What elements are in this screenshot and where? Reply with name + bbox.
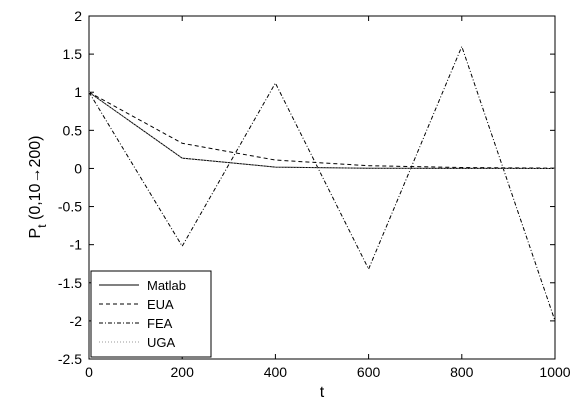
- legend-label-eua: EUA: [147, 297, 174, 312]
- series-line-fea: [88, 45, 556, 322]
- y-tick-label: -1.5: [58, 275, 82, 291]
- legend-label-matlab: Matlab: [147, 278, 186, 293]
- x-axis-label: t: [320, 384, 325, 400]
- y-tick-label: 0: [74, 160, 82, 176]
- x-tick-label: 800: [450, 364, 474, 380]
- legend-label-fea: FEA: [147, 316, 173, 331]
- y-tick-label: 1.5: [63, 46, 83, 62]
- x-tick-label: 0: [85, 364, 93, 380]
- series-line-matlab: [88, 91, 556, 169]
- y-tick-label: -2: [70, 313, 83, 329]
- x-tick-label: 200: [171, 364, 195, 380]
- series-line-eua: [88, 91, 556, 169]
- legend-label-uga: UGA: [147, 335, 176, 350]
- y-axis-label-main: P: [27, 228, 44, 239]
- y-tick-label: 1: [74, 84, 82, 100]
- x-tick-label: 400: [264, 364, 288, 380]
- legend: Matlab EUA FEA UGA: [90, 270, 212, 358]
- axis-ticks: 0 200 400 600 800 1000 -2.5 -2 -1.5 -1 -0.5 0 0.5 1 1.…: [58, 8, 571, 380]
- y-tick-label: 2: [74, 8, 82, 24]
- y-axis-label-sub: t: [35, 224, 49, 228]
- x-tick-label: 600: [357, 364, 381, 380]
- y-axis-label: Pt (0,10→200): [27, 136, 49, 239]
- y-tick-label: -2.5: [58, 351, 82, 367]
- y-axis-label-tail: (0,10→200): [27, 136, 44, 225]
- y-tick-label: 0.5: [63, 122, 83, 138]
- y-tick-label: -0.5: [58, 199, 82, 215]
- x-tick-label: 1000: [539, 364, 570, 380]
- series-lines: [88, 45, 556, 322]
- y-tick-label: -1: [70, 237, 83, 253]
